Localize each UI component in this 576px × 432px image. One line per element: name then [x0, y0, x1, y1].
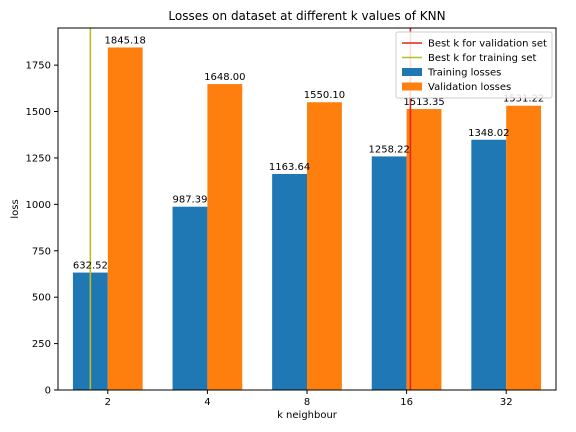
- x-tick-label: 8: [304, 397, 310, 408]
- x-tick-label: 32: [500, 397, 513, 408]
- y-tick-label: 500: [32, 293, 51, 304]
- legend: Best k for validation set Best k for trai…: [395, 31, 553, 99]
- bar-training-k32: [471, 139, 507, 390]
- y-axis: 0 250 500 750 1000 1250 1500 1750: [26, 61, 58, 397]
- y-tick-label: 1750: [26, 61, 51, 72]
- y-tick-label: 250: [32, 339, 51, 350]
- legend-box: [395, 31, 553, 99]
- legend-item-best-k-validation-label: Best k for validation set: [428, 39, 547, 50]
- bar-training-k16: [371, 156, 407, 390]
- y-tick-label: 1500: [26, 107, 51, 118]
- bar-validation-k32: [506, 105, 542, 391]
- plot-bars: [72, 47, 542, 391]
- y-axis-label: loss: [10, 199, 21, 218]
- chart-title: Losses on dataset at different k values …: [168, 9, 445, 23]
- y-tick-label: 1000: [26, 200, 51, 211]
- legend-item-training-label: Training losses: [427, 68, 501, 79]
- legend-item-validation-swatch: [402, 82, 422, 91]
- bar-training-k8: [272, 173, 307, 390]
- data-label-validation-k16: 1513.35: [403, 97, 444, 108]
- data-label-validation-k32: 1531.22: [503, 94, 544, 105]
- x-tick-label: 16: [400, 397, 413, 408]
- bar-training-k4: [172, 206, 208, 390]
- x-axis: 2 4 8 16 32: [105, 390, 513, 408]
- data-label-training-k4: 987.39: [172, 195, 207, 206]
- y-tick-label: 750: [32, 246, 51, 257]
- bar-validation-k16: [406, 109, 442, 390]
- bar-validation-k2: [107, 47, 143, 390]
- legend-item-best-k-training-label: Best k for training set: [428, 53, 537, 64]
- x-tick-label: 4: [204, 397, 210, 408]
- legend-item-training-swatch: [402, 68, 422, 76]
- bar-validation-k4: [207, 84, 243, 390]
- bar-validation-k8: [307, 102, 342, 390]
- data-label-training-k32: 1348.02: [468, 128, 509, 139]
- x-axis-label: k neighbour: [277, 410, 338, 421]
- data-label-validation-k8: 1550.10: [304, 90, 345, 101]
- legend-item-validation-label: Validation losses: [428, 82, 511, 93]
- x-tick-label: 2: [105, 397, 111, 408]
- plot-data-labels: 632.52 987.39 1163.64 1258.22 1348.02 1845.18…: [73, 35, 544, 271]
- data-label-training-k2: 632.52: [73, 261, 108, 272]
- y-tick-label: 0: [45, 386, 51, 397]
- data-label-training-k8: 1163.64: [269, 162, 310, 173]
- y-tick-label: 1250: [26, 153, 51, 164]
- data-label-training-k16: 1258.22: [368, 144, 409, 155]
- data-label-validation-k2: 1845.18: [105, 35, 146, 46]
- data-label-validation-k4: 1648.00: [204, 72, 245, 83]
